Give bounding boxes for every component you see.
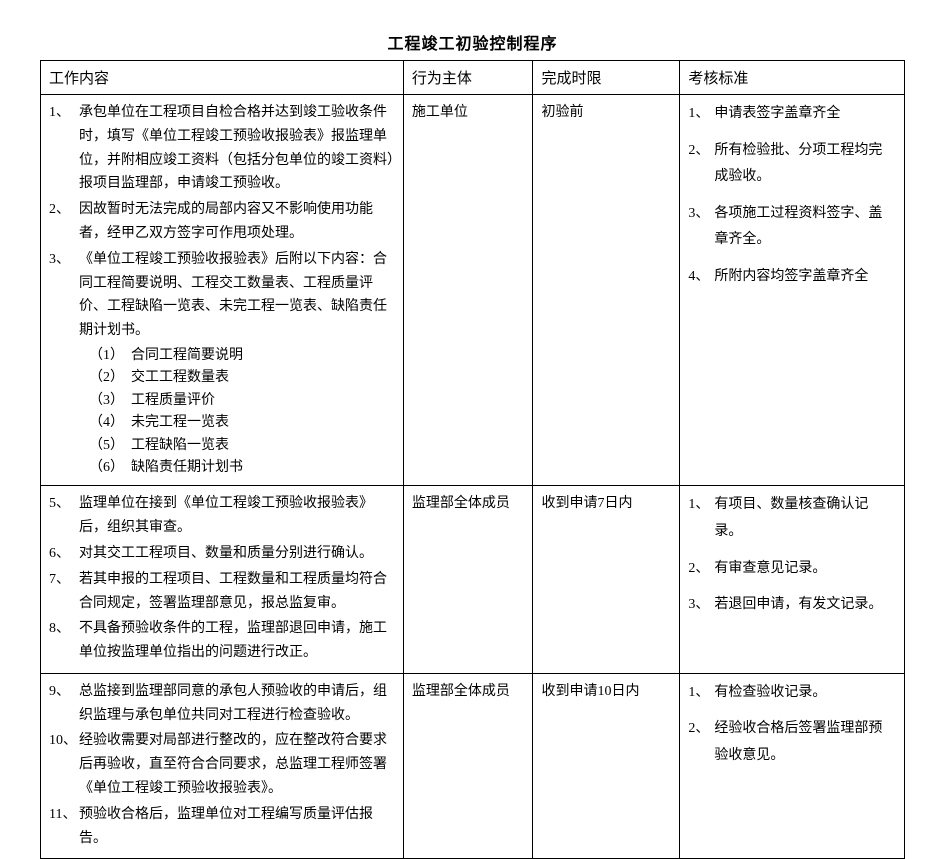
item-index: 8、: [49, 617, 79, 641]
item-index: 5、: [49, 492, 79, 516]
item-index: 3、: [49, 248, 79, 272]
item-index: 2、: [49, 198, 79, 222]
cell-deadline: 收到申请10日内: [533, 673, 680, 859]
item-text: 预验收合格后，监理单位对工程编写质量评估报告。: [79, 803, 395, 851]
subitem-text: 工程缺陷一览表: [131, 435, 229, 457]
item-text: 监理单位在接到《单位工程竣工预验收报验表》后，组织其审查。: [79, 492, 395, 540]
criteria-text: 有项目、数量核查确认记录。: [714, 492, 896, 545]
criteria-text: 若退回申请，有发文记录。: [714, 592, 896, 619]
criteria-text: 经验收合格后签署监理部预验收意见。: [714, 716, 896, 769]
criteria-text: 申请表签字盖章齐全: [714, 101, 896, 128]
cell-criteria: 1、申请表签字盖章齐全 2、所有检验批、分项工程均完成验收。 3、各项施工过程资…: [680, 95, 905, 486]
page-title: 工程竣工初验控制程序: [40, 30, 905, 54]
cell-deadline: 收到申请7日内: [533, 486, 680, 674]
cell-content: 5、监理单位在接到《单位工程竣工预验收报验表》后，组织其审查。 6、对其交工工程…: [41, 486, 404, 674]
criteria-index: 3、: [688, 201, 714, 228]
criteria-index: 1、: [688, 101, 714, 128]
cell-criteria: 1、有项目、数量核查确认记录。 2、有审查意见记录。 3、若退回申请，有发文记录…: [680, 486, 905, 674]
criteria-index: 1、: [688, 492, 714, 519]
header-subject: 行为主体: [403, 61, 533, 95]
cell-subject: 监理部全体成员: [403, 486, 533, 674]
item-index: 6、: [49, 542, 79, 566]
header-criteria: 考核标准: [680, 61, 905, 95]
subitem-text: 未完工程一览表: [131, 412, 229, 434]
cell-criteria: 1、有检查验收记录。 2、经验收合格后签署监理部预验收意见。: [680, 673, 905, 859]
subitem-index: （5）: [89, 435, 131, 457]
criteria-text: 有审查意见记录。: [714, 556, 896, 583]
item-text: 若其申报的工程项目、工程数量和工程质量均符合合同规定，签署监理部意见，报总监复审…: [79, 568, 395, 616]
subitem-index: （6）: [89, 457, 131, 479]
criteria-text: 各项施工过程资料签字、盖章齐全。: [714, 201, 896, 254]
criteria-index: 4、: [688, 264, 714, 291]
cell-content: 9、总监接到监理部同意的承包人预验收的申请后，组织监理与承包单位共同对工程进行检…: [41, 673, 404, 859]
header-deadline: 完成时限: [533, 61, 680, 95]
table-row: 9、总监接到监理部同意的承包人预验收的申请后，组织监理与承包单位共同对工程进行检…: [41, 673, 905, 859]
cell-deadline: 初验前: [533, 95, 680, 486]
subitem-text: 交工工程数量表: [131, 367, 229, 389]
header-content: 工作内容: [41, 61, 404, 95]
subitem-index: （1）: [89, 345, 131, 367]
criteria-index: 2、: [688, 716, 714, 743]
item-index: 1、: [49, 101, 79, 125]
item-text: 总监接到监理部同意的承包人预验收的申请后，组织监理与承包单位共同对工程进行检查验…: [79, 680, 395, 728]
subitem-index: （3）: [89, 390, 131, 412]
item-index: 9、: [49, 680, 79, 704]
item-text: 承包单位在工程项目自检合格并达到竣工验收条件时，填写《单位工程竣工预验收报验表》…: [79, 101, 395, 196]
criteria-text: 所有检验批、分项工程均完成验收。: [714, 138, 896, 191]
criteria-index: 2、: [688, 556, 714, 583]
item-text: 不具备预验收条件的工程，监理部退回申请，施工单位按监理单位指出的问题进行改正。: [79, 617, 395, 665]
procedure-table: 工作内容 行为主体 完成时限 考核标准 1、承包单位在工程项目自检合格并达到竣工…: [40, 60, 905, 859]
item-index: 11、: [49, 803, 79, 827]
subitem-index: （4）: [89, 412, 131, 434]
subitem-index: （2）: [89, 367, 131, 389]
criteria-text: 有检查验收记录。: [714, 680, 896, 707]
criteria-index: 2、: [688, 138, 714, 165]
table-header-row: 工作内容 行为主体 完成时限 考核标准: [41, 61, 905, 95]
item-text: 经验收需要对局部进行整改的，应在整改符合要求后再验收，直至符合合同要求，总监理工…: [79, 729, 395, 800]
item-index: 10、: [49, 729, 79, 753]
item-text: 对其交工工程项目、数量和质量分别进行确认。: [79, 542, 395, 566]
subitem-text: 合同工程简要说明: [131, 345, 243, 367]
cell-subject: 施工单位: [403, 95, 533, 486]
criteria-text: 所附内容均签字盖章齐全: [714, 264, 896, 291]
cell-subject: 监理部全体成员: [403, 673, 533, 859]
table-row: 1、承包单位在工程项目自检合格并达到竣工验收条件时，填写《单位工程竣工预验收报验…: [41, 95, 905, 486]
item-text: 《单位工程竣工预验收报验表》后附以下内容：合同工程简要说明、工程交工数量表、工程…: [79, 248, 395, 343]
subitem-text: 缺陷责任期计划书: [131, 457, 243, 479]
criteria-index: 3、: [688, 592, 714, 619]
table-row: 5、监理单位在接到《单位工程竣工预验收报验表》后，组织其审查。 6、对其交工工程…: [41, 486, 905, 674]
item-text: 因故暂时无法完成的局部内容又不影响使用功能者，经甲乙双方签字可作甩项处理。: [79, 198, 395, 246]
cell-content: 1、承包单位在工程项目自检合格并达到竣工验收条件时，填写《单位工程竣工预验收报验…: [41, 95, 404, 486]
item-index: 7、: [49, 568, 79, 592]
subitem-text: 工程质量评价: [131, 390, 215, 412]
criteria-index: 1、: [688, 680, 714, 707]
